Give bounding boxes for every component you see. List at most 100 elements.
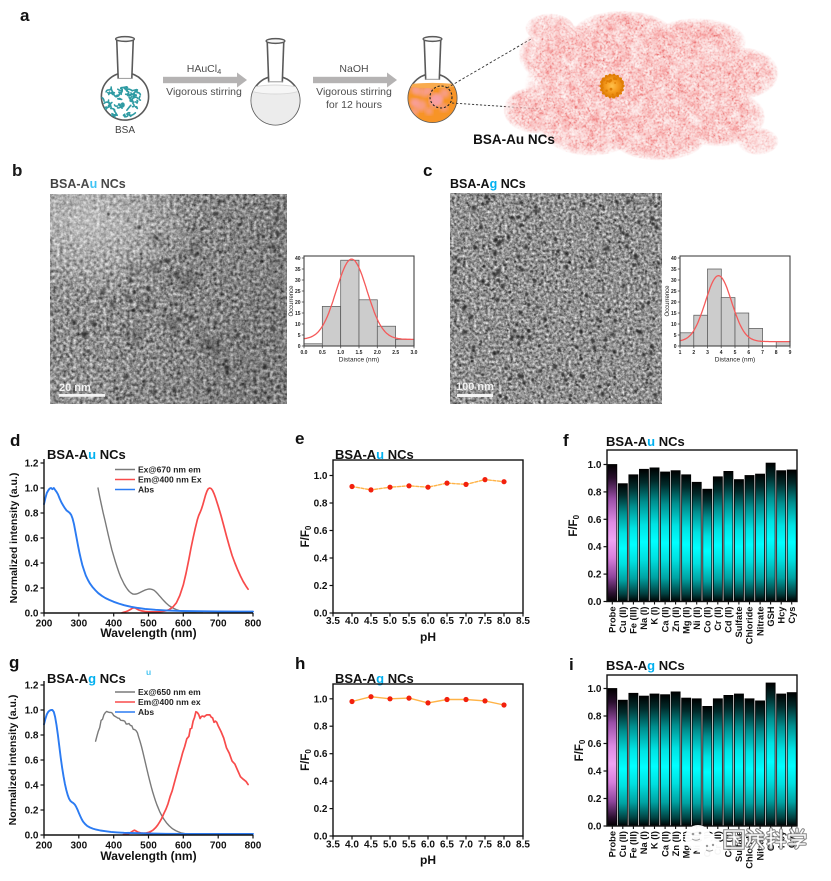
svg-text:0.0: 0.0 bbox=[588, 822, 602, 833]
svg-text:BSA-Au NCs: BSA-Au NCs bbox=[606, 434, 685, 449]
svg-text:pH: pH bbox=[420, 630, 436, 644]
svg-text:1.2: 1.2 bbox=[25, 681, 39, 692]
svg-text:5.0: 5.0 bbox=[383, 840, 397, 851]
svg-text:Fe (III): Fe (III) bbox=[629, 607, 639, 634]
svg-text:800: 800 bbox=[245, 619, 262, 630]
svg-text:Probe: Probe bbox=[608, 831, 618, 857]
svg-text:4.0: 4.0 bbox=[345, 840, 359, 851]
svg-text:u: u bbox=[146, 667, 151, 677]
svg-text:500: 500 bbox=[140, 841, 157, 852]
svg-text:7.5: 7.5 bbox=[478, 840, 492, 851]
svg-text:0.0: 0.0 bbox=[301, 350, 308, 356]
svg-text:Cr (II): Cr (II) bbox=[713, 607, 723, 631]
svg-text:5: 5 bbox=[734, 350, 737, 356]
svg-text:5.0: 5.0 bbox=[383, 616, 397, 627]
svg-text:0.6: 0.6 bbox=[588, 739, 602, 750]
svg-text:Distance (nm): Distance (nm) bbox=[339, 357, 379, 364]
svg-text:6.5: 6.5 bbox=[440, 840, 454, 851]
svg-text:0.0: 0.0 bbox=[314, 609, 328, 620]
svg-text:Cu (II): Cu (II) bbox=[618, 831, 628, 857]
svg-text:Wavelength (nm): Wavelength (nm) bbox=[100, 626, 196, 640]
svg-text:15: 15 bbox=[295, 311, 301, 317]
svg-text:3.5: 3.5 bbox=[326, 840, 340, 851]
svg-text:Na (I): Na (I) bbox=[639, 607, 649, 630]
svg-text:Mg (II): Mg (II) bbox=[681, 831, 691, 858]
svg-text:300: 300 bbox=[70, 841, 87, 852]
svg-text:5.5: 5.5 bbox=[402, 616, 416, 627]
svg-text:BSA: BSA bbox=[115, 125, 135, 136]
svg-text:Mg (II): Mg (II) bbox=[681, 607, 691, 634]
svg-text:F/F0: F/F0 bbox=[300, 749, 313, 771]
svg-text:0.6: 0.6 bbox=[25, 534, 39, 545]
svg-text:8.0: 8.0 bbox=[497, 616, 511, 627]
svg-text:0.8: 0.8 bbox=[588, 487, 602, 498]
svg-text:GSH: GSH bbox=[766, 606, 776, 626]
svg-text:20 nm: 20 nm bbox=[59, 382, 91, 394]
svg-text:700: 700 bbox=[210, 841, 227, 852]
svg-text:600: 600 bbox=[175, 841, 192, 852]
svg-text:F/F0: F/F0 bbox=[300, 525, 313, 547]
svg-text:Cys: Cys bbox=[787, 607, 797, 624]
svg-text:0.2: 0.2 bbox=[314, 581, 328, 592]
svg-text:for 12 hours: for 12 hours bbox=[326, 99, 382, 111]
svg-text:8: 8 bbox=[775, 350, 778, 356]
svg-text:g: g bbox=[9, 653, 19, 672]
svg-text:6.0: 6.0 bbox=[421, 616, 435, 627]
svg-text:10: 10 bbox=[295, 322, 301, 328]
svg-text:0: 0 bbox=[674, 344, 677, 350]
svg-text:d: d bbox=[10, 431, 20, 450]
svg-text:100 nm: 100 nm bbox=[456, 381, 494, 393]
svg-text:0.2: 0.2 bbox=[588, 570, 602, 581]
svg-text:Chloride: Chloride bbox=[745, 831, 755, 869]
svg-text:F/F0: F/F0 bbox=[568, 514, 581, 536]
svg-text:Sulfate: Sulfate bbox=[734, 607, 744, 638]
svg-text:15: 15 bbox=[671, 311, 677, 317]
svg-text:2.0: 2.0 bbox=[374, 350, 381, 356]
svg-text:Co (II): Co (II) bbox=[703, 607, 713, 633]
svg-text:7.0: 7.0 bbox=[459, 840, 473, 851]
svg-text:9: 9 bbox=[789, 350, 792, 356]
svg-text:40: 40 bbox=[295, 256, 301, 262]
svg-text:0.6: 0.6 bbox=[25, 756, 39, 767]
svg-text:BSA-Ag NCs: BSA-Ag NCs bbox=[335, 671, 414, 686]
svg-text:Fe (III): Fe (III) bbox=[629, 831, 639, 858]
svg-text:BSA-Au NCs: BSA-Au NCs bbox=[473, 132, 555, 147]
svg-text:200: 200 bbox=[36, 841, 53, 852]
svg-text:Em@400 nm ex: Em@400 nm ex bbox=[138, 697, 201, 707]
svg-text:Ex@670 nm em: Ex@670 nm em bbox=[138, 465, 201, 475]
svg-text:5.5: 5.5 bbox=[402, 840, 416, 851]
svg-text:c: c bbox=[423, 161, 432, 180]
svg-text:4.5: 4.5 bbox=[364, 840, 378, 851]
svg-text:Chloride: Chloride bbox=[745, 607, 755, 645]
svg-text:Ca (II): Ca (II) bbox=[660, 831, 670, 857]
svg-text:200: 200 bbox=[36, 619, 53, 630]
svg-text:i: i bbox=[569, 655, 574, 674]
svg-text:Probe: Probe bbox=[608, 607, 618, 633]
svg-text:Wavelength (nm): Wavelength (nm) bbox=[100, 849, 196, 863]
svg-text:1.0: 1.0 bbox=[25, 706, 39, 717]
svg-text:0: 0 bbox=[298, 344, 301, 350]
svg-text:h: h bbox=[295, 654, 305, 673]
svg-text:Ex@650 nm em: Ex@650 nm em bbox=[138, 687, 201, 697]
svg-text:0.2: 0.2 bbox=[25, 584, 39, 595]
svg-text:pH: pH bbox=[420, 853, 436, 867]
svg-text:7: 7 bbox=[761, 350, 764, 356]
svg-text:0.4: 0.4 bbox=[314, 777, 328, 788]
svg-text:Ca (II): Ca (II) bbox=[660, 607, 670, 633]
svg-text:NaOH: NaOH bbox=[339, 63, 368, 75]
svg-text:20: 20 bbox=[295, 300, 301, 306]
svg-text:BSA-Ag NCs: BSA-Ag NCs bbox=[450, 177, 526, 191]
svg-text:K (I): K (I) bbox=[650, 607, 660, 625]
svg-text:Em@400 nm Ex: Em@400 nm Ex bbox=[138, 475, 202, 485]
svg-text:Abs: Abs bbox=[138, 707, 154, 717]
svg-text:6: 6 bbox=[747, 350, 750, 356]
svg-text:0.2: 0.2 bbox=[25, 806, 39, 817]
svg-text:30: 30 bbox=[671, 278, 677, 284]
svg-text:0.8: 0.8 bbox=[25, 731, 39, 742]
svg-text:f: f bbox=[563, 431, 569, 450]
svg-text:7.0: 7.0 bbox=[459, 616, 473, 627]
svg-text:1.0: 1.0 bbox=[337, 350, 344, 356]
svg-text:F/F0: F/F0 bbox=[574, 739, 587, 761]
svg-text:0.6: 0.6 bbox=[314, 749, 328, 760]
svg-text:0.2: 0.2 bbox=[588, 794, 602, 805]
